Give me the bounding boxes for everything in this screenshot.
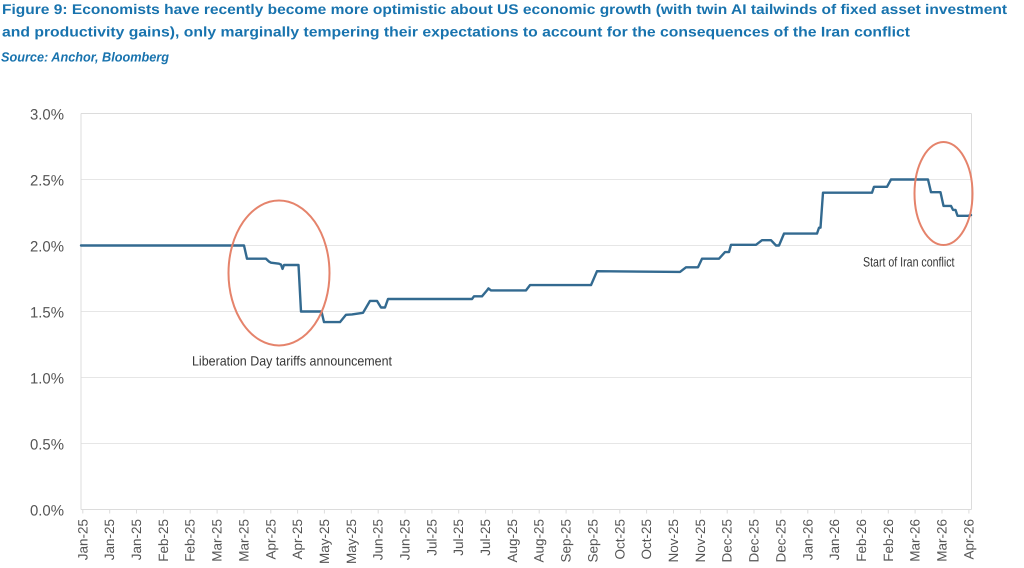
svg-text:1.0%: 1.0% — [30, 371, 64, 388]
svg-text:Jan-25: Jan-25 — [129, 519, 144, 560]
svg-text:Mar-26: Mar-26 — [935, 519, 950, 562]
svg-text:Mar-25: Mar-25 — [210, 519, 225, 562]
svg-text:Jul-25: Jul-25 — [424, 519, 439, 556]
svg-text:Liberation Day tariffs announc: Liberation Day tariffs announcement — [192, 354, 392, 369]
svg-text:Aug-25: Aug-25 — [505, 519, 520, 563]
svg-text:2.0%: 2.0% — [30, 239, 64, 256]
svg-text:Jan-26: Jan-26 — [800, 519, 815, 560]
svg-text:Jul-25: Jul-25 — [478, 519, 493, 556]
svg-text:Nov-25: Nov-25 — [693, 519, 708, 563]
svg-text:Oct-25: Oct-25 — [639, 519, 654, 560]
svg-text:Feb-26: Feb-26 — [881, 519, 896, 562]
svg-text:May-25: May-25 — [317, 519, 332, 564]
svg-text:Sep-25: Sep-25 — [586, 519, 601, 563]
svg-text:Feb-26: Feb-26 — [854, 519, 869, 562]
svg-text:Apr-26: Apr-26 — [961, 519, 976, 560]
svg-text:Mar-26: Mar-26 — [908, 519, 923, 562]
svg-text:Dec-25: Dec-25 — [773, 519, 788, 563]
svg-text:Nov-25: Nov-25 — [666, 519, 681, 563]
svg-text:Dec-25: Dec-25 — [720, 519, 735, 563]
svg-text:Dec-25: Dec-25 — [747, 519, 762, 563]
svg-text:May-25: May-25 — [344, 519, 359, 564]
svg-text:Source: Anchor, Bloomberg: Source: Anchor, Bloomberg — [1, 49, 169, 64]
svg-text:Figure 9: Economists have rece: Figure 9: Economists have recently becom… — [2, 1, 1007, 17]
svg-text:Feb-25: Feb-25 — [156, 519, 171, 562]
svg-text:0.5%: 0.5% — [30, 437, 64, 454]
svg-text:Feb-25: Feb-25 — [183, 519, 198, 562]
svg-text:Aug-25: Aug-25 — [532, 519, 547, 563]
svg-text:0.0%: 0.0% — [30, 503, 64, 520]
svg-text:Jun-25: Jun-25 — [398, 519, 413, 560]
svg-text:Mar-25: Mar-25 — [236, 519, 251, 562]
svg-text:Jun-25: Jun-25 — [371, 519, 386, 560]
svg-text:Apr-25: Apr-25 — [290, 519, 305, 560]
svg-text:1.5%: 1.5% — [30, 305, 64, 322]
svg-text:and productivity gains), only: and productivity gains), only marginally… — [2, 23, 910, 39]
svg-text:Oct-25: Oct-25 — [612, 519, 627, 560]
svg-text:3.0%: 3.0% — [30, 107, 64, 124]
svg-text:Apr-25: Apr-25 — [263, 519, 278, 560]
svg-text:Jan-25: Jan-25 — [102, 519, 117, 560]
svg-text:2.5%: 2.5% — [30, 173, 64, 190]
svg-text:Jan-25: Jan-25 — [75, 519, 90, 560]
svg-text:Jul-25: Jul-25 — [451, 519, 466, 556]
svg-text:Start of Iran conflict: Start of Iran conflict — [863, 254, 955, 269]
svg-text:Sep-25: Sep-25 — [559, 519, 574, 563]
svg-text:Jan-26: Jan-26 — [827, 519, 842, 560]
